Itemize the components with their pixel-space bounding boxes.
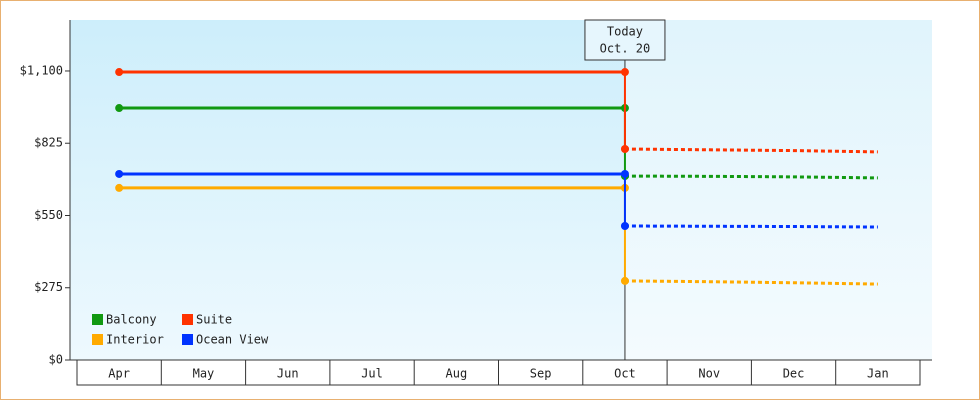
legend-label: Ocean View	[196, 333, 269, 347]
point	[620, 145, 629, 154]
y-tick-label: $550	[34, 208, 63, 222]
x-tick-label: Jan	[867, 367, 889, 381]
y-tick-label: $0	[49, 353, 63, 367]
series-line	[624, 174, 878, 180]
point	[620, 221, 629, 230]
y-tick-label: $1,100	[20, 63, 63, 77]
series-line	[624, 279, 878, 286]
y-tick-label: $275	[34, 280, 63, 294]
legend-label: Balcony	[106, 313, 157, 327]
legend-label: Interior	[106, 333, 164, 347]
legend-swatch	[92, 334, 103, 345]
legend-swatch	[182, 334, 193, 345]
point	[620, 276, 629, 285]
series-line	[624, 147, 878, 154]
y-tick-label: $825	[34, 136, 63, 150]
x-tick-label: Sep	[530, 367, 552, 381]
series-line	[624, 224, 878, 229]
legend-swatch	[92, 314, 103, 325]
x-tick-label: Jul	[361, 367, 383, 381]
point	[620, 169, 629, 178]
x-tick-label: Apr	[108, 367, 130, 381]
x-tick-label: Aug	[446, 367, 468, 381]
x-tick-label: May	[193, 367, 215, 381]
legend-swatch	[182, 314, 193, 325]
x-tick-label: Jun	[277, 367, 299, 381]
today-box	[584, 19, 666, 61]
plot-background	[70, 20, 625, 360]
point	[115, 183, 124, 192]
legend-label: Suite	[196, 313, 232, 327]
x-tick-label: Oct	[614, 367, 636, 381]
future-background	[624, 20, 932, 360]
point	[115, 169, 124, 178]
today-label: Today	[607, 25, 643, 39]
today-label: Oct. 20	[600, 42, 651, 56]
x-tick-label: Dec	[783, 367, 805, 381]
point	[620, 68, 629, 77]
point	[115, 104, 124, 113]
point	[115, 68, 124, 77]
x-tick-label: Nov	[698, 367, 720, 381]
